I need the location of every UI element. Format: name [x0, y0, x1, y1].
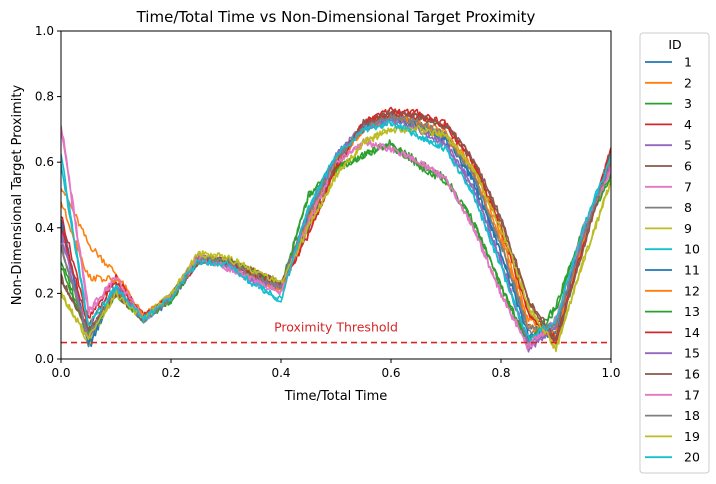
legend-item: 11: [645, 263, 700, 278]
legend-item: 1: [645, 55, 692, 70]
y-tick-label: 0.8: [35, 90, 54, 104]
legend-item: 2: [645, 75, 692, 90]
legend-item: 6: [645, 159, 692, 174]
legend-frame: [639, 32, 710, 474]
legend-item: 14: [645, 325, 700, 340]
x-axis-label: Time/Total Time: [284, 389, 388, 404]
chart-title: Time/Total Time vs Non-Dimensional Targe…: [136, 8, 536, 26]
axes-frame: [60, 30, 612, 360]
y-tick-label: 0.6: [35, 155, 54, 169]
legend-item: 15: [645, 346, 700, 361]
threshold-label: Proximity Threshold: [274, 320, 398, 335]
legend-item: 4: [645, 117, 692, 132]
legend-label: 9: [684, 221, 692, 236]
legend-label: 3: [684, 96, 692, 111]
legend-item: 7: [645, 179, 692, 194]
series-line-20: [61, 119, 611, 343]
y-tick-label: 0.2: [35, 286, 54, 300]
x-tick-label: 1.0: [601, 366, 620, 380]
legend-label: 8: [684, 200, 692, 215]
x-tick-label: 0.0: [51, 366, 70, 380]
legend-label: 10: [684, 242, 700, 257]
x-tick-label: 0.6: [381, 366, 400, 380]
legend-item: 12: [645, 283, 700, 298]
legend-title: ID: [668, 37, 681, 52]
legend-label: 4: [684, 117, 692, 132]
x-tick-label: 0.4: [271, 366, 290, 380]
legend-item: 9: [645, 221, 692, 236]
y-tick-label: 1.0: [35, 24, 54, 38]
legend-label: 18: [684, 408, 700, 423]
legend-item: 5: [645, 138, 692, 153]
legend-label: 14: [684, 325, 700, 340]
legend-label: 20: [684, 450, 700, 465]
threshold-layer: Proximity Threshold: [61, 320, 611, 344]
legend-label: 19: [684, 429, 700, 444]
legend-label: 12: [684, 283, 700, 298]
legend-label: 1: [684, 55, 692, 70]
legend-label: 2: [684, 75, 692, 90]
legend-label: 6: [684, 159, 692, 174]
legend-item: 18: [645, 408, 700, 423]
legend-label: 16: [684, 367, 700, 382]
legend-item: 10: [645, 242, 700, 257]
legend-item: 20: [645, 450, 700, 465]
y-axis-ticks: 0.0 0.2 0.4 0.6 0.8 1.0: [35, 24, 61, 366]
y-tick-label: 0.4: [35, 221, 54, 235]
legend-label: 13: [684, 304, 700, 319]
y-axis-label: Non-Dimensional Target Proximity: [10, 85, 25, 306]
legend-label: 11: [684, 263, 700, 278]
legend-item: 19: [645, 429, 700, 444]
y-tick-label: 0.0: [35, 352, 54, 366]
legend-item: 16: [645, 367, 700, 382]
legend-item: 17: [645, 387, 700, 402]
legend-item: 13: [645, 304, 700, 319]
legend-item: 8: [645, 200, 692, 215]
legend-item: 3: [645, 96, 692, 111]
series-layer: [61, 106, 611, 353]
legend-label: 17: [684, 387, 700, 402]
legend-label: 5: [684, 138, 692, 153]
x-tick-label: 0.8: [491, 366, 510, 380]
x-tick-label: 0.2: [161, 366, 180, 380]
x-axis-ticks: 0.0 0.2 0.4 0.6 0.8 1.0: [51, 359, 621, 380]
legend-label: 15: [684, 346, 700, 361]
legend-label: 7: [684, 179, 692, 194]
